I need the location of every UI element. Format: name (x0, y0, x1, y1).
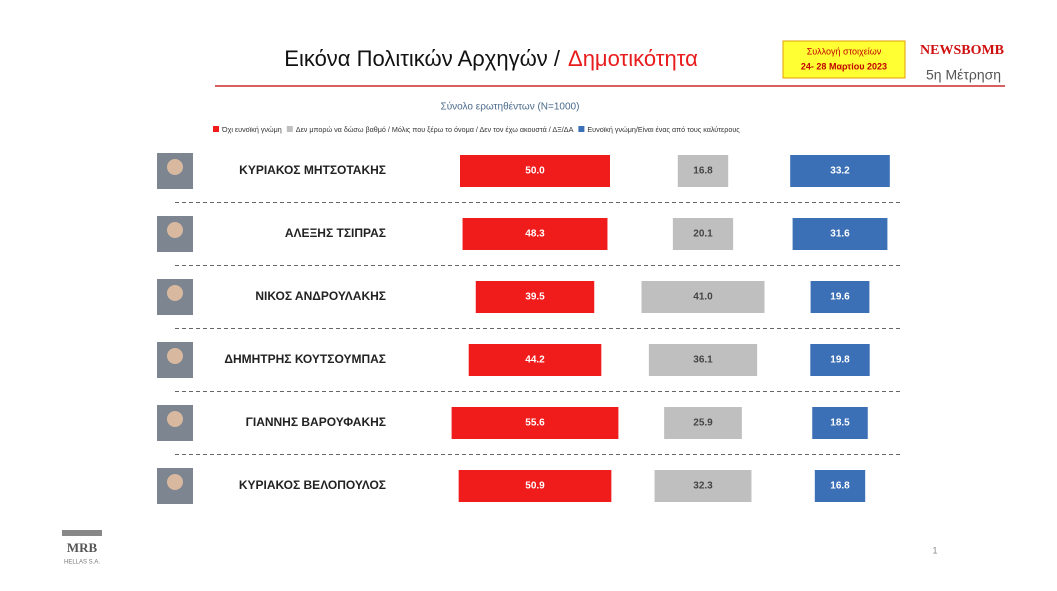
bar (672, 218, 734, 250)
bar (475, 281, 595, 313)
value-label: 20.1 (693, 229, 713, 240)
value-label: 32.3 (693, 481, 713, 492)
leader-name: ΚΥΡΙΑΚΟΣ ΒΕΛΟΠΟΥΛΟΣ (239, 478, 386, 492)
wave: 5η Μέτρηση (926, 67, 1001, 83)
legend-label: Όχι ευνοϊκή γνώμη (221, 125, 282, 134)
bar (648, 344, 758, 376)
photo-head (167, 411, 183, 427)
bar (641, 281, 765, 313)
bar (462, 218, 608, 250)
bar (460, 155, 610, 187)
value-label: 41.0 (693, 292, 713, 303)
legend-swatch (578, 126, 585, 132)
date-box-line2: 24- 28 Μαρτίου 2023 (801, 61, 887, 71)
photo-head (167, 474, 183, 490)
photo-head (167, 348, 183, 364)
value-label: 16.8 (693, 166, 713, 177)
bar (790, 155, 890, 187)
bar (664, 407, 742, 439)
value-label: 55.6 (525, 418, 545, 429)
logo-bar (62, 530, 102, 536)
bar (810, 344, 870, 376)
date-box (782, 40, 906, 79)
date-box-line1: Συλλογή στοιχείων (807, 46, 882, 56)
title-highlight: Δημοτικότητα (568, 46, 698, 71)
leader-name: ΚΥΡΙΑΚΟΣ ΜΗΤΣΟΤΑΚΗΣ (239, 163, 386, 177)
photo-head (167, 159, 183, 175)
value-label: 50.9 (525, 481, 545, 492)
value-label: 44.2 (525, 355, 545, 366)
bar (814, 470, 866, 502)
plot: ΚΥΡΙΑΚΟΣ ΜΗΤΣΟΤΑΚΗΣ 50.0 16.8 33.2 ΑΛΕΞΗΣ ΤΣ… (157, 153, 902, 504)
value-label: 50.0 (525, 166, 545, 177)
bar (468, 344, 602, 376)
leader-name: ΝΙΚΟΣ ΑΝΔΡΟΥΛΑΚΗΣ (255, 289, 386, 303)
value-label: 39.5 (525, 292, 545, 303)
logo: MRB (67, 540, 98, 555)
leader-name: ΔΗΜΗΤΡΗΣ ΚΟΥΤΣΟΥΜΠΑΣ (224, 352, 386, 366)
value-label: 16.8 (830, 481, 850, 492)
bar (458, 470, 612, 502)
leader-name: ΓΙΑΝΝΗΣ ΒΑΡΟΥΦΑΚΗΣ (246, 415, 386, 429)
bar (654, 470, 752, 502)
bar (792, 218, 888, 250)
photo-head (167, 222, 183, 238)
value-label: 36.1 (693, 355, 713, 366)
bar (810, 281, 870, 313)
legend-label: Ευνοϊκή γνώμη/Είναι ένας από τους καλύτε… (587, 125, 740, 134)
bar (451, 407, 619, 439)
subtitle: Σύνολο ερωτηθέντων (N=1000) (441, 101, 580, 113)
legend: Όχι ευνοϊκή γνώμη Δεν μπορώ να δώσω βαθμό… (213, 125, 740, 134)
value-label: 18.5 (830, 418, 850, 429)
legend-swatch (213, 126, 219, 132)
legend-swatch (286, 126, 293, 132)
bar (677, 155, 729, 187)
value-label: 48.3 (525, 229, 545, 240)
title: Εικόνα Πολιτικών Αρχηγών / (284, 46, 561, 71)
leader-name: ΑΛΕΞΗΣ ΤΣΙΠΡΑΣ (285, 226, 386, 240)
value-label: 19.6 (830, 292, 850, 303)
logo-sub: HELLAS S.A. (64, 560, 100, 566)
value-label: 25.9 (693, 418, 713, 429)
value-label: 33.2 (830, 166, 850, 177)
value-label: 19.8 (830, 355, 850, 366)
photo-head (167, 285, 183, 301)
bar (812, 407, 868, 439)
page-number: 1 (932, 545, 937, 555)
legend-label: Δεν μπορώ να δώσω βαθμό / Μόλις που ξέρω… (296, 125, 574, 134)
brand: NEWSBOMB (920, 43, 1004, 58)
value-label: 31.6 (830, 229, 850, 240)
